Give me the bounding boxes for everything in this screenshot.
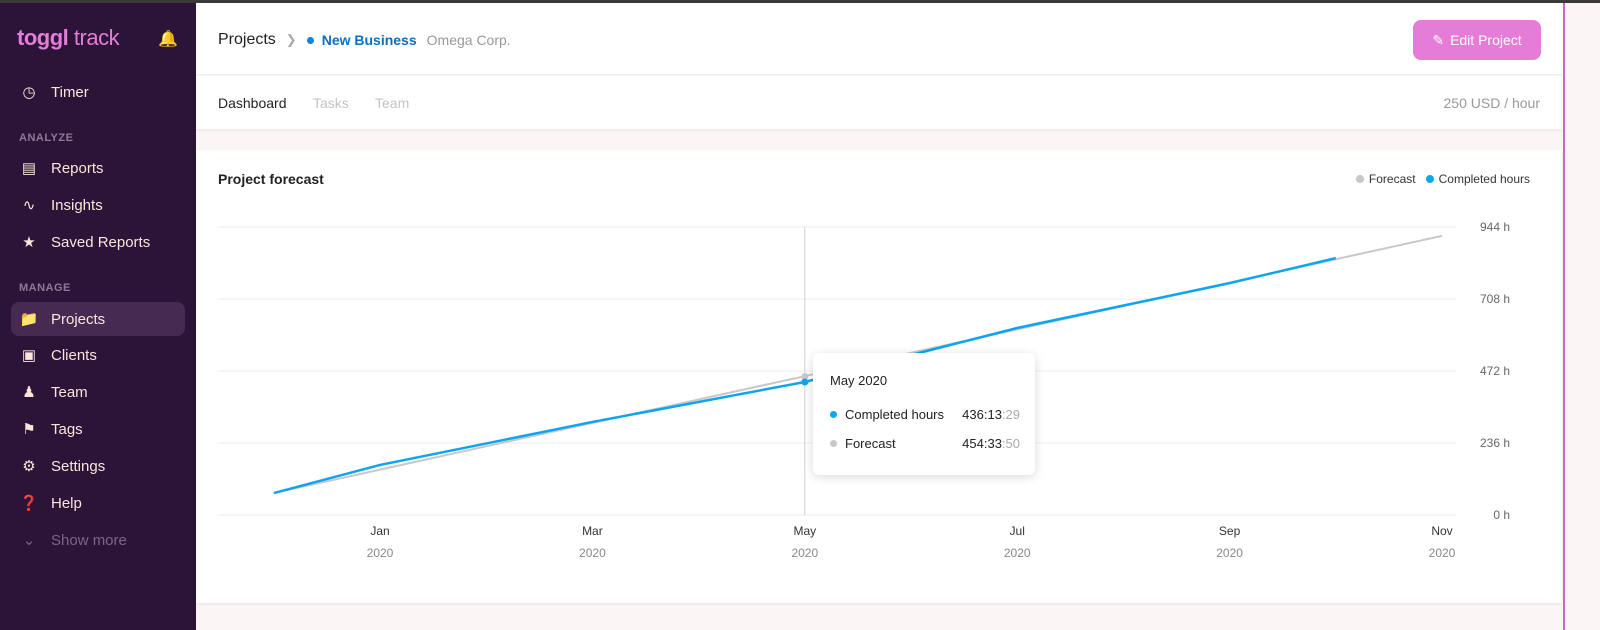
show-more-button[interactable]: ⌄ Show more bbox=[11, 523, 185, 557]
sidebar-item-reports[interactable]: ▤ Reports bbox=[11, 151, 185, 185]
show-more-label: Show more bbox=[51, 531, 127, 549]
gear-icon: ⚙ bbox=[22, 458, 36, 475]
manage-heading: MANAGE bbox=[19, 282, 71, 294]
chart-legend: Forecast Completed hours bbox=[1355, 172, 1530, 186]
client-icon: ▣ bbox=[21, 347, 37, 364]
legend-completed-hours[interactable]: Completed hours bbox=[1425, 172, 1530, 186]
y-tick-label: 236 h bbox=[1480, 436, 1510, 450]
sidebar-item-label: Timer bbox=[51, 83, 89, 101]
x-tick-year: 2020 bbox=[1216, 546, 1243, 560]
project-forecast-card: Project forecast Forecast Completed hour… bbox=[196, 150, 1562, 603]
sidebar-item-timer[interactable]: ◷ Timer bbox=[11, 75, 185, 109]
project-color-dot bbox=[306, 36, 314, 44]
edit-project-label: Edit Project bbox=[1450, 32, 1522, 48]
x-tick-month: Jul bbox=[1010, 524, 1025, 538]
tag-icon: ⚑ bbox=[22, 421, 36, 438]
tab-team[interactable]: Team bbox=[375, 95, 410, 111]
toggl-track-logo[interactable]: toggl track bbox=[17, 25, 120, 50]
bell-icon[interactable]: 🔔 bbox=[158, 31, 178, 48]
report-icon: ▤ bbox=[21, 160, 37, 177]
y-tick-label: 0 h bbox=[1493, 508, 1510, 522]
x-tick-year: 2020 bbox=[791, 546, 818, 560]
chart-tooltip: May 2020 Completed hours 436:13:29 Foreca… bbox=[813, 353, 1035, 475]
y-tick-label: 708 h bbox=[1480, 292, 1510, 306]
forecast-hover-point bbox=[801, 372, 809, 380]
sidebar-item-clients[interactable]: ▣ Clients bbox=[11, 338, 185, 372]
legend-forecast[interactable]: Forecast bbox=[1355, 172, 1416, 186]
sidebar-item-label: Saved Reports bbox=[51, 233, 151, 251]
sidebar-item-team[interactable]: ♟ Team bbox=[11, 375, 185, 409]
analyze-heading: ANALYZE bbox=[19, 132, 74, 144]
y-tick-label: 944 h bbox=[1480, 220, 1510, 234]
sidebar-item-label: Clients bbox=[51, 346, 97, 364]
card-title: Project forecast bbox=[218, 171, 324, 187]
insights-icon: ∿ bbox=[22, 197, 36, 214]
sidebar-item-saved-reports[interactable]: ★ Saved Reports bbox=[11, 225, 185, 259]
x-tick-year: 2020 bbox=[579, 546, 606, 560]
sidebar-item-label: Insights bbox=[51, 196, 103, 214]
sidebar-item-label: Settings bbox=[51, 457, 106, 475]
tab-dashboard[interactable]: Dashboard bbox=[218, 95, 287, 111]
x-tick-year: 2020 bbox=[1004, 546, 1031, 560]
x-tick-month: Mar bbox=[582, 524, 603, 538]
window-top-bar bbox=[0, 0, 1600, 3]
help-icon: ❓ bbox=[19, 495, 39, 512]
folder-icon: 📁 bbox=[19, 311, 39, 328]
sidebar-item-label: Team bbox=[51, 383, 88, 401]
pencil-icon: ✎ bbox=[1432, 31, 1445, 48]
x-tick-year: 2020 bbox=[1429, 546, 1456, 560]
y-tick-label: 472 h bbox=[1480, 364, 1510, 378]
sidebar-item-label: Help bbox=[51, 494, 82, 512]
x-tick-month: Nov bbox=[1431, 524, 1452, 538]
x-tick-month: May bbox=[793, 524, 816, 538]
sidebar-item-help[interactable]: ❓ Help bbox=[11, 486, 185, 520]
clock-icon: ◷ bbox=[22, 84, 36, 101]
tooltip-row-completed: Completed hours 436:13:29 bbox=[830, 407, 1020, 422]
edit-project-button[interactable]: ✎ Edit Project bbox=[1413, 20, 1541, 60]
sidebar-item-projects[interactable]: 📁 Projects bbox=[11, 302, 185, 336]
sidebar-item-label: Reports bbox=[51, 159, 104, 177]
x-tick-year: 2020 bbox=[367, 546, 394, 560]
tooltip-title: May 2020 bbox=[830, 373, 888, 388]
project-name: New Business bbox=[321, 32, 417, 48]
chevron-right-icon: ❯ bbox=[285, 32, 297, 47]
x-tick-month: Sep bbox=[1219, 524, 1241, 538]
breadcrumb: Projects ❯ New Business Omega Corp. bbox=[218, 31, 511, 49]
completed-hover-point bbox=[801, 378, 809, 386]
tooltip-row-forecast: Forecast 454:33:50 bbox=[830, 436, 1020, 451]
sidebar-item-tags[interactable]: ⚑ Tags bbox=[11, 412, 185, 446]
tab-tasks[interactable]: Tasks bbox=[313, 95, 349, 111]
sidebar-item-settings[interactable]: ⚙ Settings bbox=[11, 449, 185, 483]
sidebar: toggl track 🔔 ◷ Timer ANALYZE ▤ Reports ∿ I… bbox=[0, 3, 196, 630]
project-tabs: Dashboard Tasks Team 250 USD / hour bbox=[196, 76, 1562, 129]
team-icon: ♟ bbox=[22, 384, 36, 401]
sidebar-item-label: Tags bbox=[51, 420, 83, 438]
project-header: Projects ❯ New Business Omega Corp. ✎ Edi… bbox=[196, 3, 1562, 75]
sidebar-item-insights[interactable]: ∿ Insights bbox=[11, 188, 185, 222]
breadcrumb-projects-link[interactable]: Projects bbox=[218, 31, 276, 48]
client-name: Omega Corp. bbox=[426, 32, 511, 48]
chevron-down-icon: ⌄ bbox=[22, 532, 36, 549]
hourly-rate: 250 USD / hour bbox=[1443, 95, 1541, 111]
sidebar-item-label: Projects bbox=[51, 310, 106, 328]
window-edge bbox=[1563, 3, 1565, 630]
x-tick-month: Jan bbox=[370, 524, 389, 538]
star-icon: ★ bbox=[22, 234, 36, 251]
